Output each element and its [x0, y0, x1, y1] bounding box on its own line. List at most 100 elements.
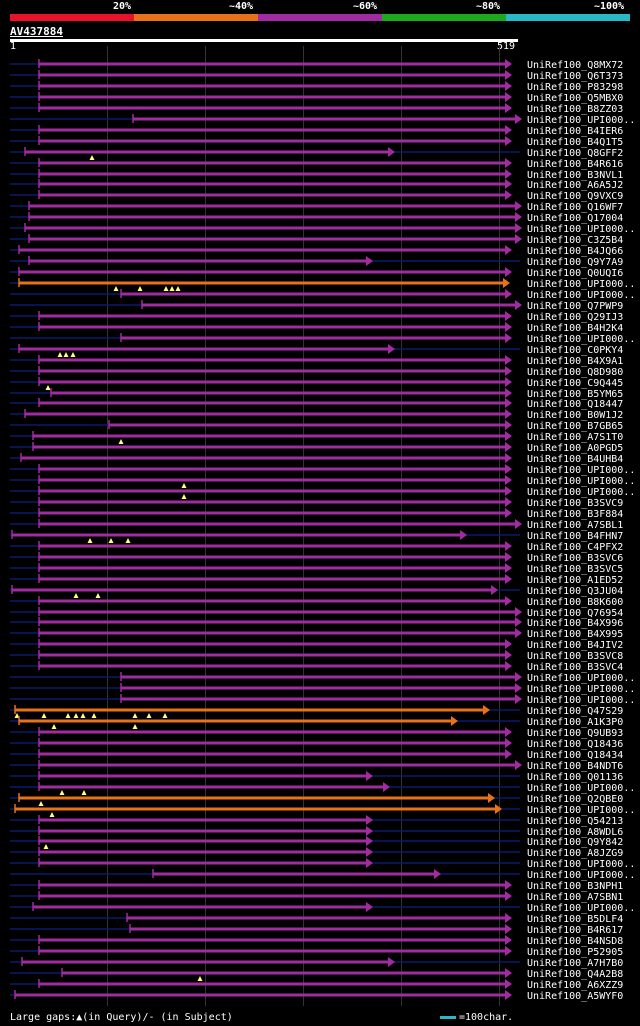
hit-label[interactable]: UniRef100_A6XZZ9: [527, 980, 623, 991]
hit-arrow: [515, 683, 522, 693]
hit-label[interactable]: UniRef100_Q4A2B8: [527, 969, 623, 980]
hit-label[interactable]: UniRef100_B4NDT6: [527, 761, 623, 772]
hit-label[interactable]: UniRef100_Q2QBE0: [527, 794, 623, 805]
hit-label[interactable]: UniRef100_UPI000..: [527, 695, 635, 706]
hit-label[interactable]: UniRef100_Q01136: [527, 772, 623, 783]
hit-label[interactable]: UniRef100_Q29IJ3: [527, 312, 623, 323]
hit-label[interactable]: UniRef100_Q18447: [527, 399, 623, 410]
hit-label[interactable]: UniRef100_Q17004: [527, 213, 623, 224]
hit-label[interactable]: UniRef100_A1ED52: [527, 575, 623, 586]
hit-arrow: [505, 245, 512, 255]
hit-label[interactable]: UniRef100_Q47S29: [527, 706, 623, 717]
hit-label[interactable]: UniRef100_UPI000..: [527, 290, 635, 301]
hit-arrow: [366, 847, 373, 857]
hit-label[interactable]: UniRef100_B4FHN7: [527, 531, 623, 542]
hit-label[interactable]: UniRef100_Q76954: [527, 608, 623, 619]
hit-label[interactable]: UniRef100_Q9Y842: [527, 837, 623, 848]
hit-label[interactable]: UniRef100_A1K3P0: [527, 717, 623, 728]
hit-label[interactable]: UniRef100_UPI000..: [527, 476, 635, 487]
hit-arrow: [505, 179, 512, 189]
hit-label[interactable]: UniRef100_B3SVC6: [527, 553, 623, 564]
hit-label[interactable]: UniRef100_B4R616: [527, 159, 623, 170]
hit-label[interactable]: UniRef100_B3SVC8: [527, 651, 623, 662]
query-name[interactable]: AV437884: [10, 25, 63, 38]
hit-label[interactable]: UniRef100_UPI000..: [527, 334, 635, 345]
hit-label[interactable]: UniRef100_B4IER6: [527, 126, 623, 137]
hit-label[interactable]: UniRef100_P52905: [527, 947, 623, 958]
hit-label[interactable]: UniRef100_UPI000..: [527, 903, 635, 914]
hit-label[interactable]: UniRef100_B3SVC4: [527, 662, 623, 673]
hit-label[interactable]: UniRef100_Q9Y7A9: [527, 257, 623, 268]
hit-label[interactable]: UniRef100_B8ZZ03: [527, 104, 623, 115]
hit-label[interactable]: UniRef100_A7SBN1: [527, 892, 623, 903]
hit-label[interactable]: UniRef100_UPI000..: [527, 783, 635, 794]
hit-label[interactable]: UniRef100_Q18436: [527, 739, 623, 750]
hit-label[interactable]: UniRef100_Q8D980: [527, 367, 623, 378]
hit-label[interactable]: UniRef100_B3SVC9: [527, 498, 623, 509]
hit-label[interactable]: UniRef100_A8WDL6: [527, 827, 623, 838]
gap-marker: [169, 286, 175, 291]
hit-label[interactable]: UniRef100_UPI000..: [527, 115, 635, 126]
hit-label[interactable]: UniRef100_B4R617: [527, 925, 623, 936]
gap-marker: [73, 593, 79, 598]
hit-label[interactable]: UniRef100_Q5MBX0: [527, 93, 623, 104]
hit-label[interactable]: UniRef100_UPI000..: [527, 870, 635, 881]
hit-label[interactable]: UniRef100_Q16WF7: [527, 202, 623, 213]
hit-label[interactable]: UniRef100_B4JIV2: [527, 640, 623, 651]
hit-label[interactable]: UniRef100_Q9VXC9: [527, 191, 623, 202]
legend-label-80: ~80%: [476, 1, 501, 12]
hit-label[interactable]: UniRef100_A7SBL1: [527, 520, 623, 531]
hit-label[interactable]: UniRef100_Q6T373: [527, 71, 623, 82]
hit-label[interactable]: UniRef100_UPI000..: [527, 805, 635, 816]
hit-label[interactable]: UniRef100_B4X996: [527, 618, 623, 629]
hit-label[interactable]: UniRef100_UPI000..: [527, 465, 635, 476]
hit-label[interactable]: UniRef100_B3F884: [527, 509, 623, 520]
hit-label[interactable]: UniRef100_P83298: [527, 82, 623, 93]
hit-label[interactable]: UniRef100_Q9UB93: [527, 728, 623, 739]
hit-label[interactable]: UniRef100_A7H7B0: [527, 958, 623, 969]
hit-label[interactable]: UniRef100_B5YM65: [527, 389, 623, 400]
hit-label[interactable]: UniRef100_B4UHB4: [527, 454, 623, 465]
hit-label[interactable]: UniRef100_B4X9A1: [527, 356, 623, 367]
hit-label[interactable]: UniRef100_UPI000..: [527, 684, 635, 695]
hit-label[interactable]: UniRef100_Q18434: [527, 750, 623, 761]
hit-label[interactable]: UniRef100_B3NVL1: [527, 170, 623, 181]
hit-arrow: [505, 563, 512, 573]
hit-label[interactable]: UniRef100_Q54213: [527, 816, 623, 827]
hit-label[interactable]: UniRef100_UPI000..: [527, 487, 635, 498]
hit-label[interactable]: UniRef100_A8JZG9: [527, 848, 623, 859]
hit-label[interactable]: UniRef100_C4PFX2: [527, 542, 623, 553]
hit-label[interactable]: UniRef100_A0PGD5: [527, 443, 623, 454]
hit-label[interactable]: UniRef100_Q3JU04: [527, 586, 623, 597]
hit-label[interactable]: UniRef100_B4Q1T5: [527, 137, 623, 148]
hit-label[interactable]: UniRef100_C0PKY4: [527, 345, 623, 356]
hit-label[interactable]: UniRef100_B4H2K4: [527, 323, 623, 334]
hit-label[interactable]: UniRef100_Q0UQI6: [527, 268, 623, 279]
hit-label[interactable]: UniRef100_Q7PWP9: [527, 301, 623, 312]
hit-label[interactable]: UniRef100_A5WYF0: [527, 991, 623, 1002]
hit-label[interactable]: UniRef100_B0W1J2: [527, 410, 623, 421]
hit-label[interactable]: UniRef100_UPI000..: [527, 224, 635, 235]
hit-label[interactable]: UniRef100_B4NSD8: [527, 936, 623, 947]
scale-label: =100char.: [459, 1012, 514, 1023]
hit-label[interactable]: UniRef100_B3SVC5: [527, 564, 623, 575]
hit-label[interactable]: UniRef100_B3NPH1: [527, 881, 623, 892]
hit-label[interactable]: UniRef100_A6A5J2: [527, 180, 623, 191]
hit-arrow: [505, 311, 512, 321]
hit-label[interactable]: UniRef100_UPI000..: [527, 859, 635, 870]
gap-marker: [73, 713, 79, 718]
hit-label[interactable]: UniRef100_B7GB65: [527, 421, 623, 432]
hit-label[interactable]: UniRef100_B5DLF4: [527, 914, 623, 925]
hit-label[interactable]: UniRef100_C9Q445: [527, 378, 623, 389]
hit-label[interactable]: UniRef100_UPI000..: [527, 279, 635, 290]
hit-label[interactable]: UniRef100_B4JQ66: [527, 246, 623, 257]
hit-label[interactable]: UniRef100_Q8GFF2: [527, 148, 623, 159]
hit-label[interactable]: UniRef100_A7S1T0: [527, 432, 623, 443]
hit-label[interactable]: UniRef100_C3Z5B4: [527, 235, 623, 246]
hit-label[interactable]: UniRef100_UPI000..: [527, 673, 635, 684]
hit-arrow: [505, 431, 512, 441]
hit-arrow: [505, 913, 512, 923]
hit-label[interactable]: UniRef100_B8K600: [527, 597, 623, 608]
hit-label[interactable]: UniRef100_Q8MX72: [527, 60, 623, 71]
hit-label[interactable]: UniRef100_B4X995: [527, 629, 623, 640]
